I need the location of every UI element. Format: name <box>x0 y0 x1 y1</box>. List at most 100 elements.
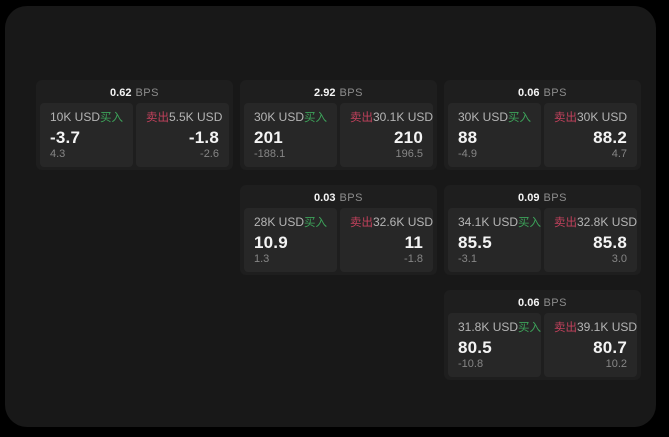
quote-card: 0.03 BPS 28K USD 买入 10.9 1.3 卖出 32.6K US… <box>240 185 437 275</box>
buy-panel-top: 10K USD 买入 <box>50 111 123 125</box>
sell-size-label: 30K USD <box>577 110 628 124</box>
bps-header: 0.06 BPS <box>448 294 637 313</box>
buy-price-value: 85.5 <box>458 233 492 252</box>
sell-price-value: 85.8 <box>593 233 627 252</box>
quote-card: 0.06 BPS 30K USD 买入 88 -4.9 卖出 30K USD 8… <box>444 80 641 170</box>
app-window: 0.62 BPS 10K USD 买入 -3.7 4.3 卖出 5.5K USD… <box>5 6 656 427</box>
buy-panel-top: 30K USD 买入 <box>458 111 531 125</box>
sell-panel-top: 卖出 30K USD <box>554 111 627 125</box>
sell-size-label: 32.8K USD <box>577 215 638 229</box>
bps-value: 0.06 <box>518 87 540 99</box>
sell-panel[interactable]: 卖出 39.1K USD 80.7 10.2 <box>544 313 637 377</box>
buy-sub-value: -4.9 <box>458 148 477 160</box>
buy-size-label: 28K USD <box>254 215 305 229</box>
sell-price-value: 11 <box>404 233 423 252</box>
buy-side-label: 买入 <box>508 112 532 124</box>
bps-unit-label: BPS <box>543 297 567 309</box>
sell-side-label: 卖出 <box>350 112 373 124</box>
buy-side-label: 买入 <box>100 112 124 124</box>
sell-panel-top: 卖出 30.1K USD <box>350 111 433 125</box>
sell-sub-value: 10.2 <box>605 358 627 370</box>
quote-panels: 34.1K USD 买入 85.5 -3.1 卖出 32.8K USD 85.8… <box>448 208 637 272</box>
buy-panel[interactable]: 28K USD 买入 10.9 1.3 <box>244 208 337 272</box>
quote-panels: 30K USD 买入 201 -188.1 卖出 30.1K USD 210 1… <box>244 103 433 167</box>
sell-panel[interactable]: 卖出 32.8K USD 85.8 3.0 <box>544 208 637 272</box>
bps-header: 0.06 BPS <box>448 84 637 103</box>
quote-grid: 0.62 BPS 10K USD 买入 -3.7 4.3 卖出 5.5K USD… <box>36 80 641 380</box>
buy-size-label: 34.1K USD <box>458 215 519 229</box>
sell-sub-value: 3.0 <box>611 253 627 265</box>
buy-sub-value: 4.3 <box>50 148 66 160</box>
buy-panel-top: 31.8K USD 买入 <box>458 320 541 335</box>
sell-sub-value: -1.8 <box>404 253 423 265</box>
buy-side-label: 买入 <box>518 217 542 229</box>
quote-card: 0.09 BPS 34.1K USD 买入 85.5 -3.1 卖出 32.8K… <box>444 185 641 275</box>
sell-panel-top: 卖出 5.5K USD <box>146 110 223 125</box>
bps-header: 2.92 BPS <box>244 84 433 103</box>
sell-price-value: 88.2 <box>593 128 627 147</box>
buy-size-label: 31.8K USD <box>458 320 519 334</box>
sell-side-label: 卖出 <box>350 217 373 229</box>
buy-price-value: 201 <box>254 128 283 147</box>
bps-value: 0.03 <box>314 192 336 204</box>
quote-card: 0.62 BPS 10K USD 买入 -3.7 4.3 卖出 5.5K USD… <box>36 80 233 170</box>
buy-panel[interactable]: 30K USD 买入 201 -188.1 <box>244 103 337 167</box>
sell-side-label: 卖出 <box>554 112 577 124</box>
buy-price-value: 80.5 <box>458 338 492 357</box>
sell-price-value: -1.8 <box>188 128 219 147</box>
bps-unit-label: BPS <box>543 192 567 204</box>
buy-size-label: 30K USD <box>254 110 305 124</box>
quote-panels: 10K USD 买入 -3.7 4.3 卖出 5.5K USD -1.8 -2.… <box>40 103 229 167</box>
buy-panel-top: 28K USD 买入 <box>254 216 327 230</box>
bps-value: 0.62 <box>110 87 132 99</box>
buy-panel-top: 34.1K USD 买入 <box>458 215 541 230</box>
sell-size-label: 5.5K USD <box>169 110 223 124</box>
sell-sub-value: -2.6 <box>200 148 219 160</box>
sell-price-value: 210 <box>394 128 423 147</box>
sell-panel[interactable]: 卖出 5.5K USD -1.8 -2.6 <box>136 103 229 167</box>
buy-panel[interactable]: 30K USD 买入 88 -4.9 <box>448 103 541 167</box>
quote-card: 0.06 BPS 31.8K USD 买入 80.5 -10.8 卖出 39.1… <box>444 290 641 380</box>
bps-value: 0.06 <box>518 297 540 309</box>
quote-panels: 30K USD 买入 88 -4.9 卖出 30K USD 88.2 4.7 <box>448 103 637 167</box>
buy-side-label: 买入 <box>304 217 328 229</box>
buy-price-value: -3.7 <box>50 128 81 147</box>
sell-panel[interactable]: 卖出 30.1K USD 210 196.5 <box>340 103 433 167</box>
buy-price-value: 88 <box>458 128 478 147</box>
sell-side-label: 卖出 <box>554 217 577 229</box>
buy-side-label: 买入 <box>304 112 328 124</box>
sell-panel-top: 卖出 32.6K USD <box>350 216 433 230</box>
bps-value: 0.09 <box>518 192 540 204</box>
sell-size-label: 30.1K USD <box>373 110 434 124</box>
sell-panel-top: 卖出 32.8K USD <box>554 216 637 230</box>
sell-size-label: 32.6K USD <box>373 215 434 229</box>
bps-value: 2.92 <box>314 87 336 99</box>
buy-size-label: 10K USD <box>50 110 101 124</box>
bps-header: 0.03 BPS <box>244 189 433 208</box>
sell-sub-value: 4.7 <box>611 148 627 160</box>
sell-panel[interactable]: 卖出 32.6K USD 11 -1.8 <box>340 208 433 272</box>
buy-panel-top: 30K USD 买入 <box>254 111 327 125</box>
buy-side-label: 买入 <box>518 322 542 334</box>
sell-sub-value: 196.5 <box>395 148 423 160</box>
sell-side-label: 卖出 <box>146 112 169 124</box>
sell-side-label: 卖出 <box>554 322 577 334</box>
buy-panel[interactable]: 34.1K USD 买入 85.5 -3.1 <box>448 208 541 272</box>
sell-panel-top: 卖出 39.1K USD <box>554 321 637 335</box>
sell-price-value: 80.7 <box>593 338 627 357</box>
bps-unit-label: BPS <box>543 87 567 99</box>
buy-size-label: 30K USD <box>458 110 509 124</box>
buy-panel[interactable]: 31.8K USD 买入 80.5 -10.8 <box>448 313 541 377</box>
buy-panel[interactable]: 10K USD 买入 -3.7 4.3 <box>40 103 133 167</box>
buy-sub-value: 1.3 <box>254 253 270 265</box>
buy-sub-value: -188.1 <box>254 148 286 160</box>
bps-header: 0.62 BPS <box>40 84 229 103</box>
sell-panel[interactable]: 卖出 30K USD 88.2 4.7 <box>544 103 637 167</box>
sell-size-label: 39.1K USD <box>577 320 638 334</box>
quote-card: 2.92 BPS 30K USD 买入 201 -188.1 卖出 30.1K … <box>240 80 437 170</box>
buy-sub-value: -3.1 <box>458 253 477 265</box>
bps-unit-label: BPS <box>339 192 363 204</box>
buy-sub-value: -10.8 <box>458 358 484 370</box>
bps-unit-label: BPS <box>339 87 363 99</box>
